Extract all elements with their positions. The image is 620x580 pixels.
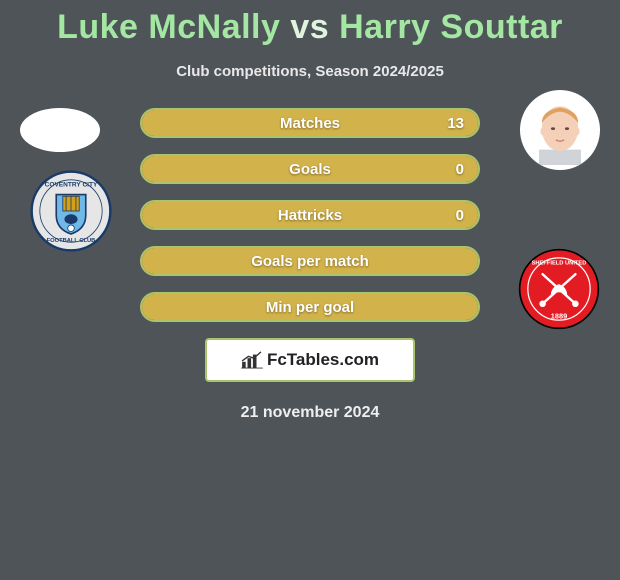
svg-text:FOOTBALL CLUB: FOOTBALL CLUB (47, 238, 96, 244)
stat-value-right: 0 (456, 161, 464, 178)
stat-row: Goals 0 (140, 154, 480, 184)
comparison-title: Luke McNally vs Harry Souttar (0, 0, 620, 47)
player2-avatar (520, 90, 600, 170)
svg-text:1889: 1889 (551, 312, 567, 321)
bar-chart-icon (241, 351, 263, 369)
stat-row: Hattricks 0 (140, 200, 480, 230)
stat-label: Goals (289, 161, 331, 178)
comparison-date: 21 november 2024 (0, 404, 620, 422)
fctables-badge: FcTables.com (205, 338, 415, 382)
player1-club-crest: COVENTRY CITY FOOTBALL CLUB (30, 170, 112, 252)
stat-value-right: 13 (447, 115, 464, 132)
svg-text:COVENTRY CITY: COVENTRY CITY (45, 181, 98, 188)
stat-label: Goals per match (251, 253, 369, 270)
stat-label: Min per goal (266, 299, 354, 316)
comparison-container: COVENTRY CITY FOOTBALL CLUB SHEFFIELD UN… (0, 108, 620, 422)
coventry-crest-icon: COVENTRY CITY FOOTBALL CLUB (30, 170, 112, 252)
sheffield-crest-icon: SHEFFIELD UNITED 1889 (518, 248, 600, 330)
stat-label: Matches (280, 115, 340, 132)
stat-row: Goals per match (140, 246, 480, 276)
svg-text:SHEFFIELD UNITED: SHEFFIELD UNITED (532, 260, 587, 266)
stat-row: Matches 13 (140, 108, 480, 138)
stat-row: Min per goal (140, 292, 480, 322)
stat-label: Hattricks (278, 207, 342, 224)
stat-rows: Matches 13 Goals 0 Hattricks 0 Goals per match… (140, 108, 480, 322)
stat-value-right: 0 (456, 207, 464, 224)
player2-club-crest: SHEFFIELD UNITED 1889 (518, 248, 600, 330)
player2-name: Harry Souttar (339, 8, 563, 46)
player1-avatar (20, 108, 100, 152)
subtitle: Club competitions, Season 2024/2025 (0, 63, 620, 80)
vs-word: vs (290, 8, 329, 46)
badge-text: FcTables.com (267, 350, 379, 370)
player2-head-icon (525, 95, 595, 165)
player1-name: Luke McNally (57, 8, 280, 46)
